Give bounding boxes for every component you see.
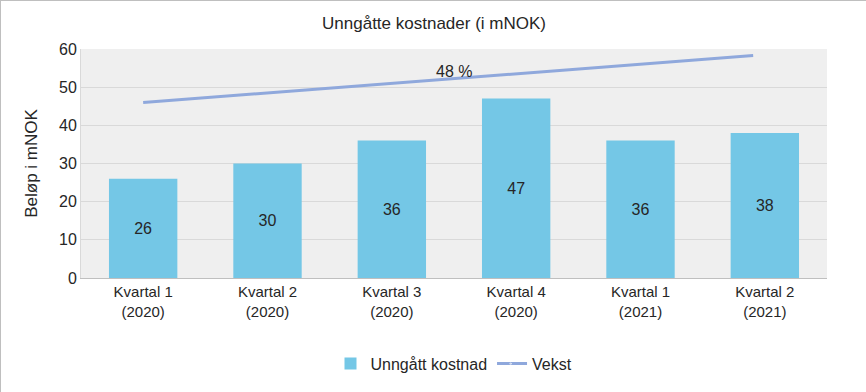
svg-text:Kvartal 2(2021): Kvartal 2(2021) xyxy=(735,283,794,320)
svg-text:Unngått kostnad: Unngått kostnad xyxy=(371,356,488,373)
svg-text:Kvartal 1(2020): Kvartal 1(2020) xyxy=(114,283,173,320)
svg-text:20: 20 xyxy=(59,193,77,210)
svg-text:48 %: 48 % xyxy=(436,63,472,80)
svg-text:30: 30 xyxy=(59,155,77,172)
svg-text:47: 47 xyxy=(507,180,525,197)
svg-text:Kvartal 3(2020): Kvartal 3(2020) xyxy=(362,283,421,320)
svg-text:60: 60 xyxy=(59,41,77,58)
svg-text:40: 40 xyxy=(59,117,77,134)
svg-text:Unngåtte kostnader (i mNOK): Unngåtte kostnader (i mNOK) xyxy=(322,14,546,33)
svg-text:50: 50 xyxy=(59,79,77,96)
svg-text:38: 38 xyxy=(756,197,774,214)
svg-text:30: 30 xyxy=(259,212,277,229)
svg-text:0: 0 xyxy=(68,270,77,287)
svg-text:Vekst: Vekst xyxy=(532,356,572,373)
svg-text:Kvartal 1(2021): Kvartal 1(2021) xyxy=(611,283,670,320)
svg-text:36: 36 xyxy=(632,201,650,218)
svg-text:Kvartal 2(2020): Kvartal 2(2020) xyxy=(238,283,297,320)
svg-text:Beløp i mNOK: Beløp i mNOK xyxy=(22,109,41,218)
svg-text:36: 36 xyxy=(383,201,401,218)
svg-text:Kvartal 4(2020): Kvartal 4(2020) xyxy=(487,283,546,320)
svg-text:10: 10 xyxy=(59,231,77,248)
svg-text:26: 26 xyxy=(134,220,152,237)
